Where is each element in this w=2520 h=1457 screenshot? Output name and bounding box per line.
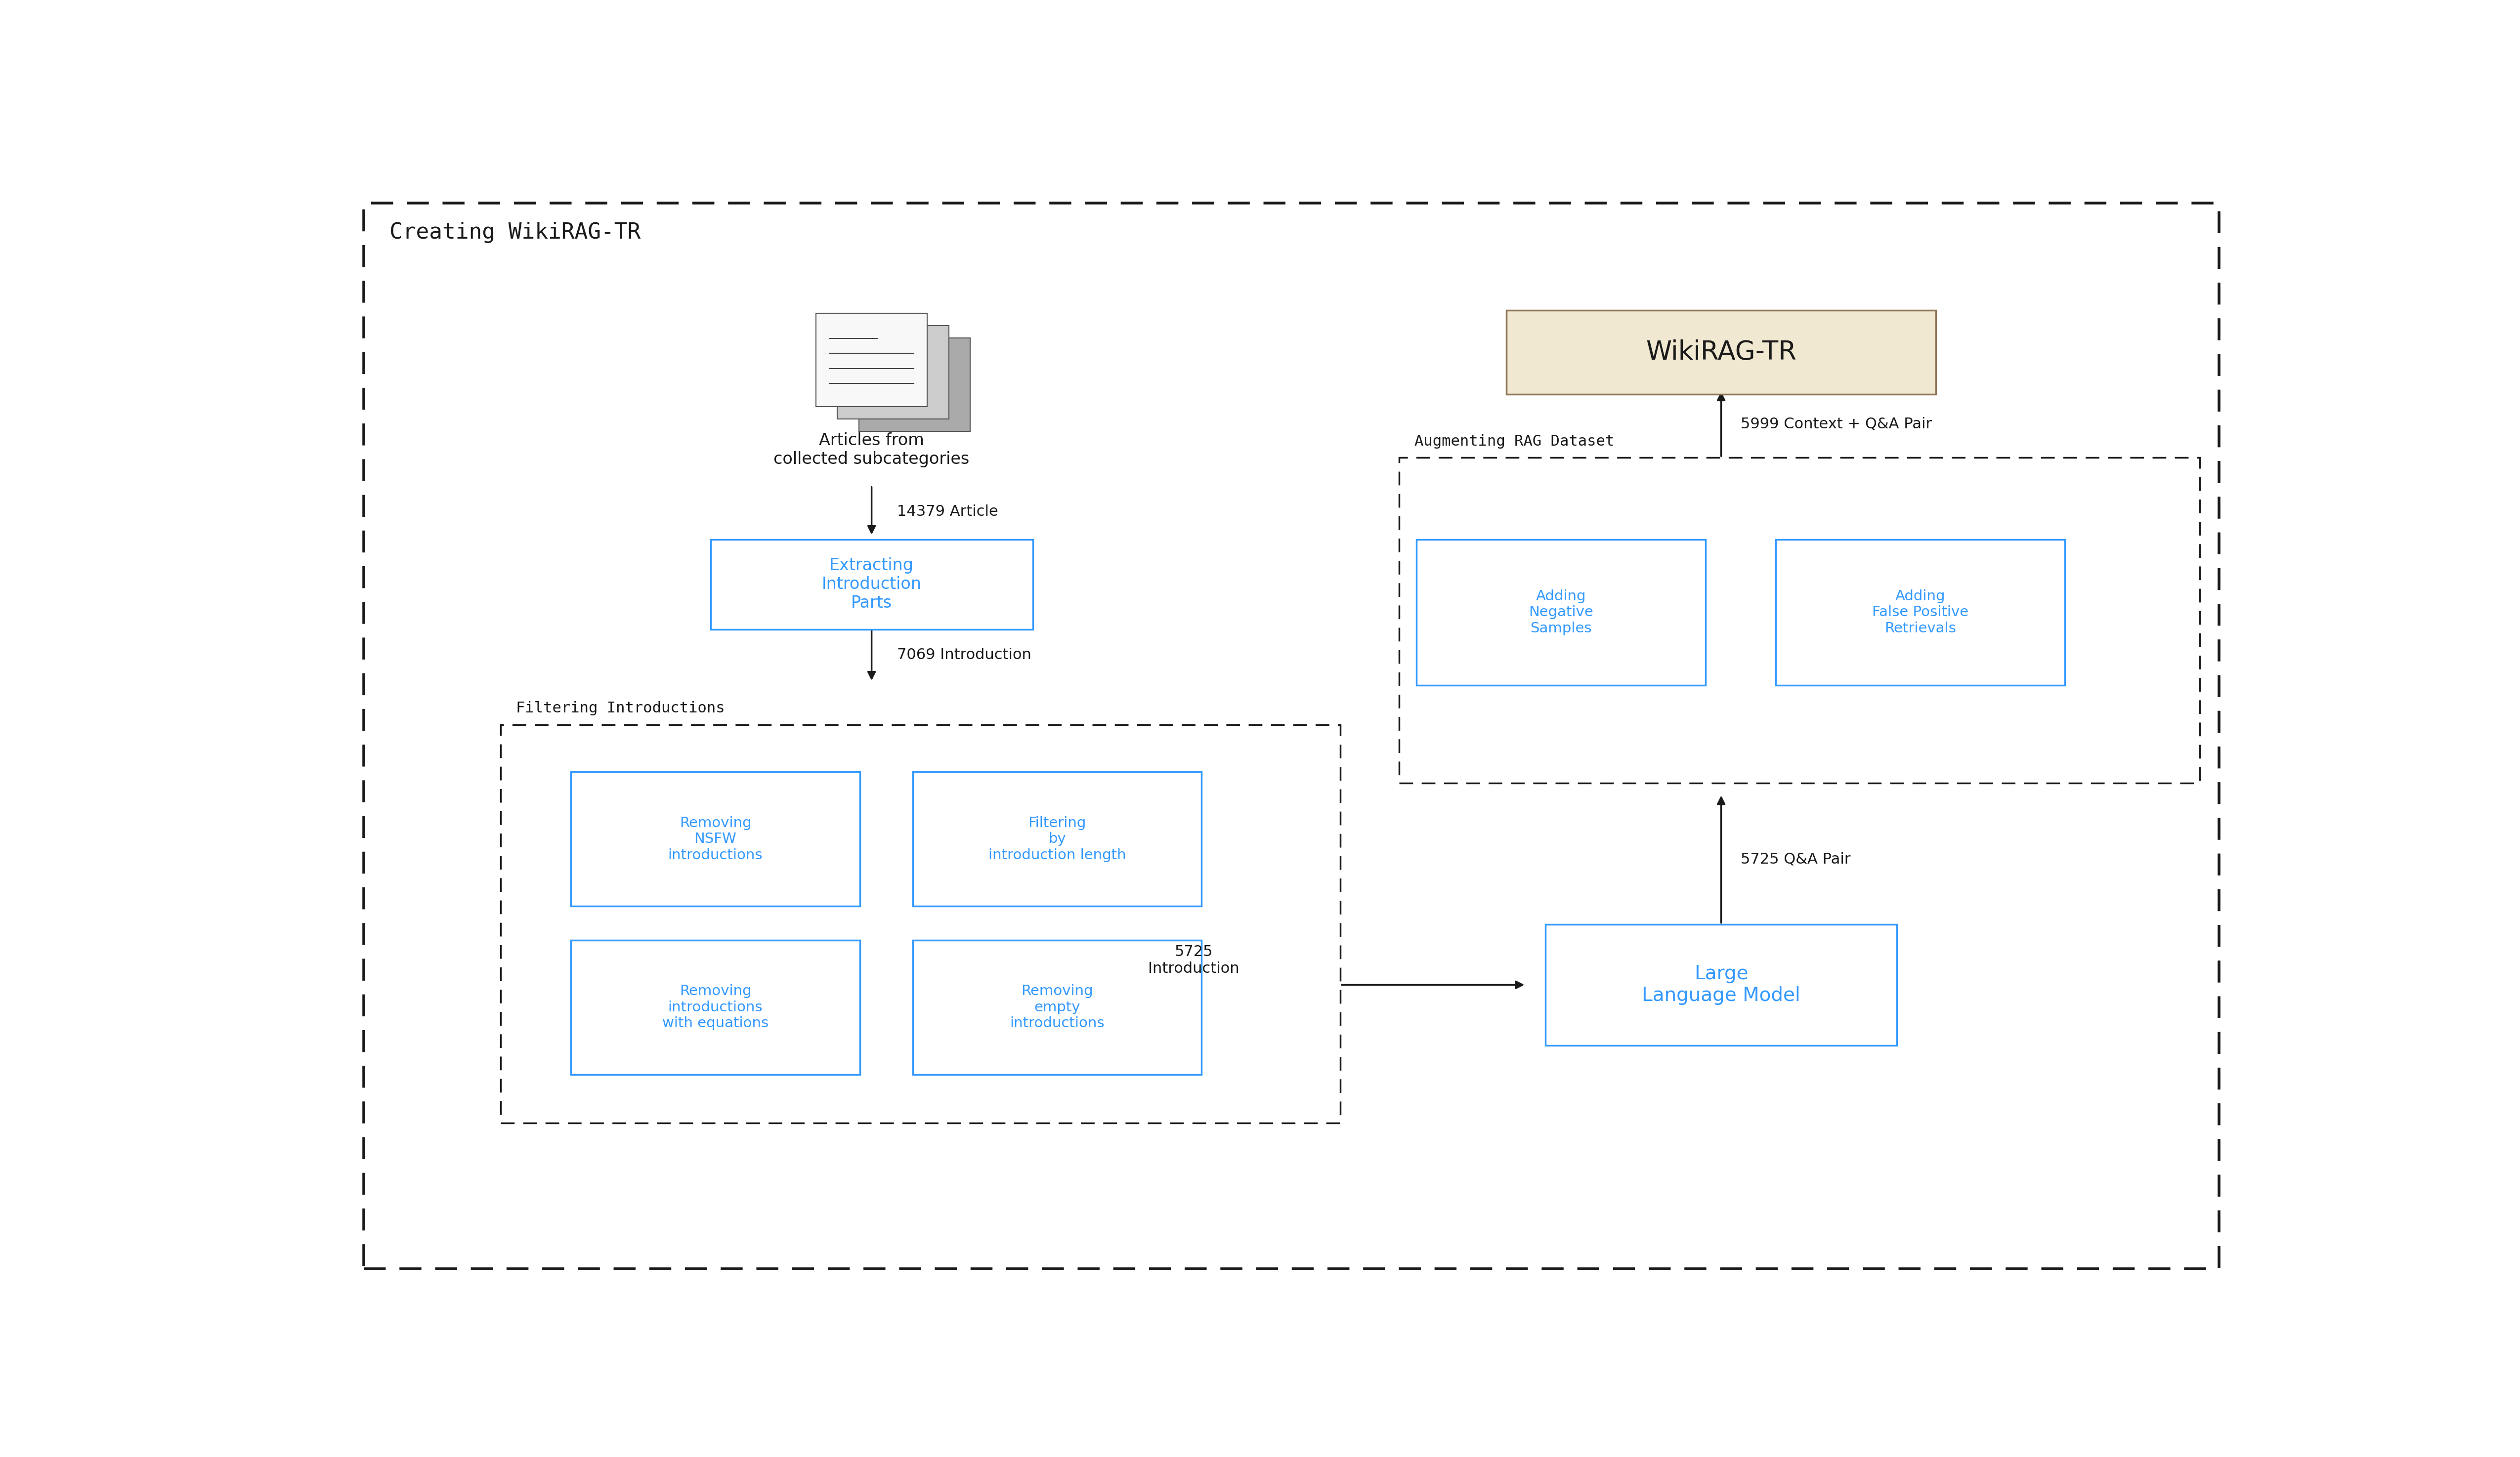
Text: 5999 Context + Q&A Pair: 5999 Context + Q&A Pair — [1741, 417, 1933, 431]
Bar — [1507, 310, 1935, 395]
Bar — [912, 940, 1202, 1075]
Text: 14379 Article: 14379 Article — [897, 504, 998, 519]
Bar — [837, 325, 948, 420]
Bar — [572, 940, 859, 1075]
Bar — [711, 539, 1033, 629]
Bar — [501, 724, 1341, 1123]
Text: Large
Language Model: Large Language Model — [1643, 965, 1799, 1005]
Text: 5725 Q&A Pair: 5725 Q&A Pair — [1741, 852, 1850, 867]
Bar — [859, 338, 970, 431]
Bar — [1399, 457, 2200, 782]
Text: 7069 Introduction: 7069 Introduction — [897, 648, 1031, 661]
Bar — [1545, 924, 1898, 1046]
Text: Augmenting RAG Dataset: Augmenting RAG Dataset — [1414, 434, 1615, 449]
Text: Removing
NSFW
introductions: Removing NSFW introductions — [668, 816, 764, 863]
Bar — [1416, 539, 1706, 685]
Text: WikiRAG-TR: WikiRAG-TR — [1646, 339, 1797, 364]
Text: 5725
Introduction: 5725 Introduction — [1149, 944, 1240, 976]
Text: Removing
introductions
with equations: Removing introductions with equations — [663, 985, 769, 1030]
Text: Filtering
by
introduction length: Filtering by introduction length — [988, 816, 1126, 863]
Text: Removing
empty
introductions: Removing empty introductions — [1011, 985, 1104, 1030]
Text: Articles from
collected subcategories: Articles from collected subcategories — [774, 433, 970, 468]
Text: Creating WikiRAG-TR: Creating WikiRAG-TR — [388, 221, 640, 243]
Bar — [816, 313, 927, 407]
Text: Adding
False Positive
Retrievals: Adding False Positive Retrievals — [1872, 590, 1968, 635]
Bar — [912, 772, 1202, 906]
Text: Extracting
Introduction
Parts: Extracting Introduction Parts — [822, 558, 922, 612]
Bar — [1777, 539, 2064, 685]
Text: Adding
Negative
Samples: Adding Negative Samples — [1530, 590, 1593, 635]
Bar — [572, 772, 859, 906]
Text: Filtering Introductions: Filtering Introductions — [517, 701, 726, 715]
